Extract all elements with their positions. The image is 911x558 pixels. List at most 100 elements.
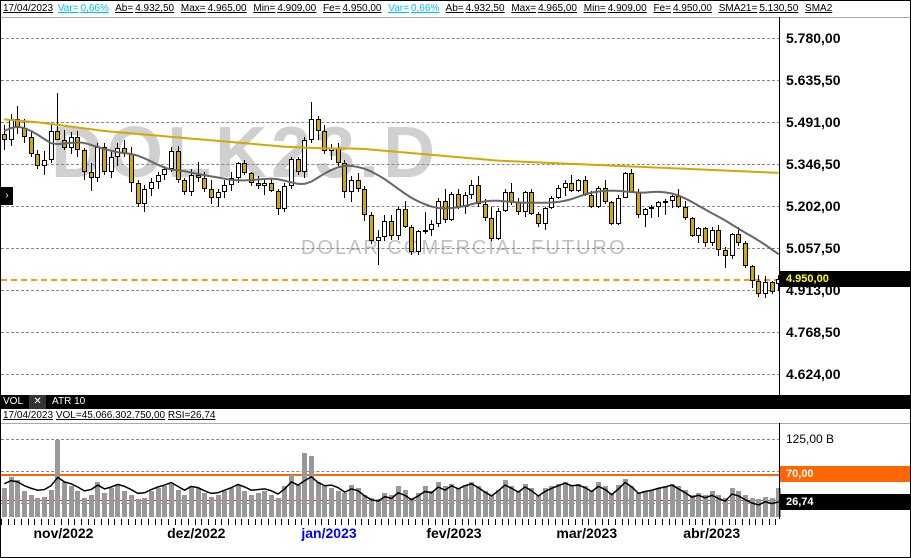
x-tick xyxy=(121,519,122,525)
x-tick xyxy=(161,519,162,525)
x-tick xyxy=(408,519,409,525)
close-indicator-icon[interactable]: ✕ xyxy=(29,395,45,409)
last-price-tag: 4.950,00 xyxy=(780,271,910,287)
header-max2: Max=4.965,00 xyxy=(511,3,579,14)
x-tick xyxy=(402,519,403,525)
header-date: 17/04/2023 xyxy=(3,3,53,14)
header-ab2: Ab=4.932,50 xyxy=(446,3,507,14)
x-axis-label: fev/2023 xyxy=(426,525,481,541)
x-tick xyxy=(155,519,156,525)
price-y-label: 5.491,00 xyxy=(786,114,841,130)
x-axis-label: nov/2022 xyxy=(34,525,94,541)
x-tick xyxy=(8,519,9,525)
x-tick xyxy=(535,519,536,525)
header-fe: Fe=4.950,00 xyxy=(323,3,383,14)
x-tick xyxy=(388,519,389,525)
price-y-label: 4.768,50 xyxy=(786,324,841,340)
indicator-panel[interactable]: 125,00 B75,00 B25,00 B70,0026,74 xyxy=(1,423,910,519)
price-y-label: 4.624,00 xyxy=(786,366,841,382)
header-ab: Ab=4.932,50 xyxy=(115,3,176,14)
x-tick xyxy=(101,519,102,525)
x-tick xyxy=(108,519,109,525)
x-tick xyxy=(241,519,242,525)
header-min: Min=4.909,00 xyxy=(253,3,318,14)
x-tick xyxy=(235,519,236,525)
x-tick xyxy=(255,519,256,525)
rsi-value: RSI=26,74 xyxy=(168,410,216,421)
indicator-plot-area[interactable] xyxy=(1,423,780,519)
x-tick xyxy=(749,519,750,525)
x-tick xyxy=(281,519,282,525)
sma-overlay xyxy=(1,17,782,395)
x-tick xyxy=(1,519,2,525)
rsi-last-tag: 26,74 xyxy=(780,494,910,510)
x-tick xyxy=(762,519,763,525)
x-tick xyxy=(141,519,142,525)
x-tick xyxy=(275,519,276,525)
x-tick xyxy=(488,519,489,525)
x-tick xyxy=(628,519,629,525)
x-tick xyxy=(675,519,676,525)
x-tick xyxy=(482,519,483,525)
header-var2: Var=0,66% xyxy=(388,3,441,14)
indicator-y-axis: 125,00 B75,00 B25,00 B70,0026,74 xyxy=(779,423,910,519)
vol-title-label: VOL xyxy=(3,396,23,407)
x-tick xyxy=(742,519,743,525)
x-tick xyxy=(28,519,29,525)
chart-header-bar: 17/04/2023 Var=0,66% Ab=4.932,50 Max=4.9… xyxy=(1,1,911,18)
x-tick xyxy=(135,519,136,525)
x-axis-label: jan/2023 xyxy=(301,525,356,541)
header-min2: Min=4.909,00 xyxy=(584,3,649,14)
price-panel[interactable]: DOLK23.D DOLAR COMERCIAL FUTURO › 5.780,… xyxy=(1,17,910,395)
vol-y-label: 125,00 B xyxy=(786,432,834,446)
x-tick xyxy=(755,519,756,525)
x-tick xyxy=(642,519,643,525)
header-sma2: SMA2 xyxy=(805,3,832,14)
price-y-label: 5.057,50 xyxy=(786,240,841,256)
x-tick xyxy=(381,519,382,525)
x-tick xyxy=(622,519,623,525)
x-tick xyxy=(148,519,149,525)
x-tick xyxy=(515,519,516,525)
x-tick xyxy=(248,519,249,525)
x-tick xyxy=(528,519,529,525)
x-tick xyxy=(422,519,423,525)
x-tick xyxy=(522,519,523,525)
rsi-upper-tag: 70,00 xyxy=(780,466,910,482)
header-var: Var=0,66% xyxy=(58,3,111,14)
x-tick xyxy=(268,519,269,525)
x-tick xyxy=(14,519,15,525)
x-tick xyxy=(662,519,663,525)
x-tick xyxy=(368,519,369,525)
vol-date: 17/04/2023 xyxy=(3,410,53,421)
atr-title-label: ATR 10 xyxy=(52,396,85,407)
indicator-title-bar: VOL ✕ ATR 10 xyxy=(1,395,911,409)
x-tick xyxy=(769,519,770,525)
x-tick xyxy=(228,519,229,525)
price-y-axis: 5.780,005.635,505.491,005.346,505.202,00… xyxy=(779,17,910,395)
price-y-label: 5.635,50 xyxy=(786,72,841,88)
x-tick xyxy=(94,519,95,525)
x-axis-label: mar/2023 xyxy=(556,525,617,541)
price-plot-area[interactable]: DOLK23.D DOLAR COMERCIAL FUTURO › xyxy=(1,17,780,395)
x-tick xyxy=(655,519,656,525)
x-tick xyxy=(508,519,509,525)
x-tick xyxy=(375,519,376,525)
vol-value: VOL=45.066.302.750,00 xyxy=(56,410,165,421)
price-y-label: 5.780,00 xyxy=(786,30,841,46)
x-tick xyxy=(548,519,549,525)
x-tick xyxy=(415,519,416,525)
chart-window: 17/04/2023 Var=0,66% Ab=4.932,50 Max=4.9… xyxy=(0,0,911,558)
indicator-header-bar: 17/04/2023 VOL=45.066.302.750,00 RSI=26,… xyxy=(1,409,911,424)
x-axis-label: dez/2022 xyxy=(167,525,225,541)
header-sma21: SMA21=5.130,50 xyxy=(719,3,801,14)
x-tick xyxy=(635,519,636,525)
price-y-label: 5.346,50 xyxy=(786,156,841,172)
header-fe2: Fe=4.950,00 xyxy=(653,3,713,14)
x-tick xyxy=(114,519,115,525)
x-tick xyxy=(495,519,496,525)
x-tick xyxy=(288,519,289,525)
rsi-line xyxy=(1,423,782,519)
x-tick xyxy=(502,519,503,525)
x-tick xyxy=(542,519,543,525)
